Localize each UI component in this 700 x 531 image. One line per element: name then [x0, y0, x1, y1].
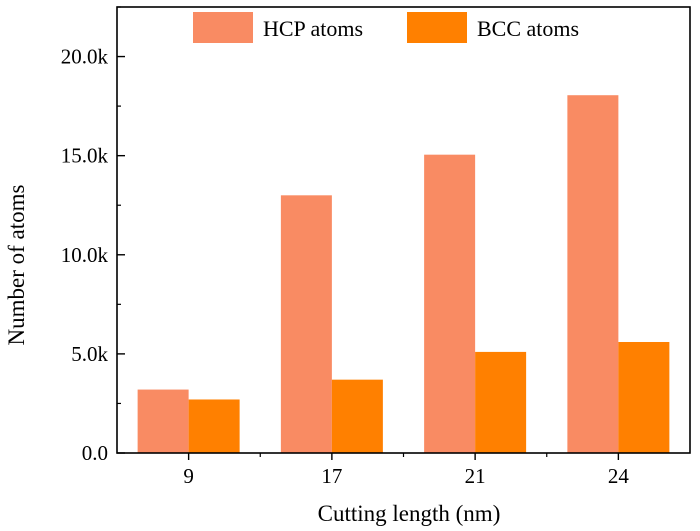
y-tick-label: 0.0 [82, 441, 108, 465]
x-tick-label: 21 [465, 464, 486, 488]
x-tick-label: 9 [183, 464, 194, 488]
x-axis-title: Cutting length (nm) [318, 501, 501, 526]
y-tick-label: 20.0k [61, 45, 109, 69]
legend-swatch [193, 12, 253, 43]
legend: HCP atoms BCC atoms [193, 12, 579, 43]
bar-bcc-atoms-21 [475, 351, 527, 453]
legend-item-hcp-atoms: HCP atoms [193, 12, 363, 43]
bar-hcp-atoms-17 [280, 195, 332, 454]
legend-label: HCP atoms [263, 16, 363, 41]
ticks-group: 0.0 5.0k 10.0k 15.0k 20.0k 9 17 21 24 [61, 6, 630, 488]
legend-label: BCC atoms [477, 16, 579, 41]
y-tick-label: 5.0k [71, 342, 108, 366]
bars-group [137, 95, 670, 454]
legend-item-bcc-atoms: BCC atoms [407, 12, 579, 43]
bar-hcp-atoms-21 [424, 154, 476, 454]
bar-bcc-atoms-17 [331, 379, 383, 453]
bar-hcp-atoms-9 [137, 389, 189, 453]
y-tick-label: 15.0k [61, 144, 109, 168]
x-tick-label: 17 [321, 464, 342, 488]
bar-bcc-atoms-24 [618, 341, 670, 453]
bar-hcp-atoms-24 [567, 95, 619, 453]
bar-bcc-atoms-9 [188, 399, 240, 453]
y-tick-label: 10.0k [61, 243, 109, 267]
x-tick-label: 24 [608, 464, 630, 488]
legend-swatch [407, 12, 467, 43]
y-axis-title: Number of atoms [4, 184, 29, 345]
